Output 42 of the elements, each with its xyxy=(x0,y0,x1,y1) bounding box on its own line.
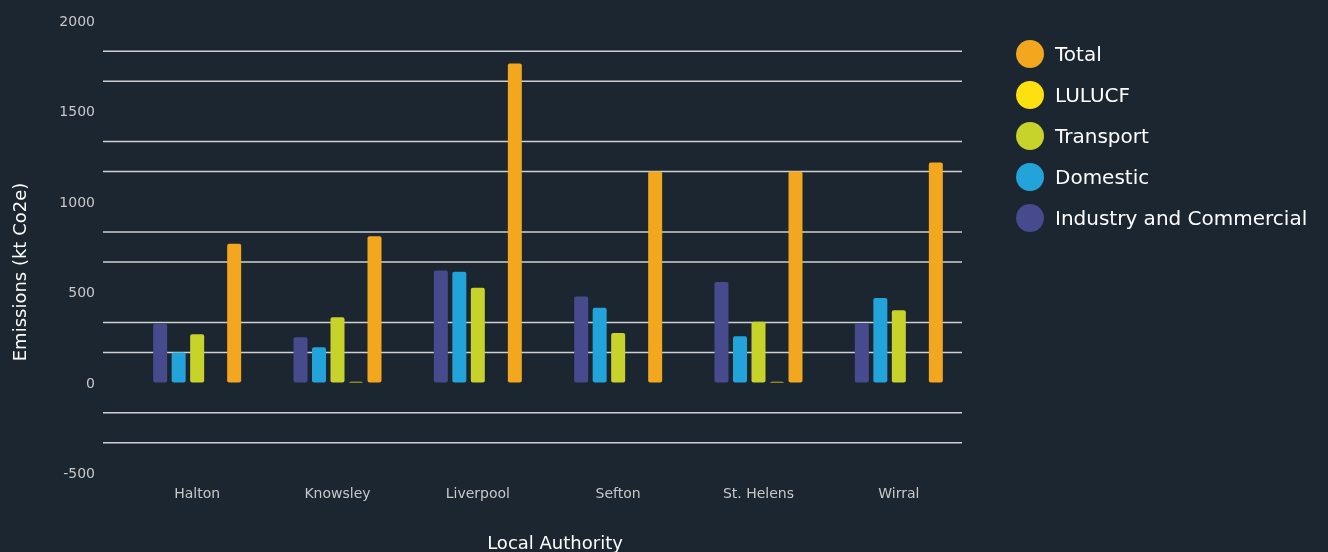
bar xyxy=(891,310,906,383)
legend-label: Industry and Commercial xyxy=(1055,206,1308,230)
bar xyxy=(928,162,943,383)
legend-label: LULUCF xyxy=(1055,83,1131,107)
bar xyxy=(293,337,308,383)
legend-label: Total xyxy=(1054,42,1102,66)
bar xyxy=(648,171,663,383)
y-tick-label: 1000 xyxy=(59,193,95,210)
bar xyxy=(367,236,382,383)
bar xyxy=(751,321,766,383)
bar xyxy=(873,297,888,383)
bar xyxy=(190,334,205,383)
bar xyxy=(227,243,242,383)
bar xyxy=(330,317,345,383)
bar xyxy=(714,282,729,383)
bar xyxy=(312,347,326,383)
y-tick-label: 0 xyxy=(86,374,95,391)
bar xyxy=(171,352,186,383)
bar xyxy=(452,271,467,383)
x-tick-label: Liverpool xyxy=(445,484,510,501)
bar xyxy=(433,270,448,383)
bar xyxy=(788,171,803,383)
bar xyxy=(854,322,869,383)
x-tick-label: St. Helens xyxy=(722,484,795,501)
bar xyxy=(153,323,168,383)
bar xyxy=(507,63,522,383)
x-tick-label: Wirral xyxy=(878,484,920,501)
bar xyxy=(592,307,607,383)
y-axis-title: Emissions (kt Co2e) xyxy=(9,182,31,362)
bar xyxy=(470,287,485,383)
y-tick-label: 1500 xyxy=(59,103,95,120)
y-tick-label: 2000 xyxy=(59,12,95,29)
x-tick-label: Halton xyxy=(174,484,221,501)
bar xyxy=(574,296,589,383)
bar xyxy=(611,333,626,383)
bar xyxy=(733,336,747,383)
legend-label: Domestic xyxy=(1055,165,1150,189)
x-tick-label: Sefton xyxy=(595,484,641,501)
legend-label: Transport xyxy=(1054,124,1150,148)
x-tick-label: Knowsley xyxy=(304,484,371,501)
y-tick-label: 500 xyxy=(68,284,95,301)
y-tick-label: -500 xyxy=(63,464,95,481)
